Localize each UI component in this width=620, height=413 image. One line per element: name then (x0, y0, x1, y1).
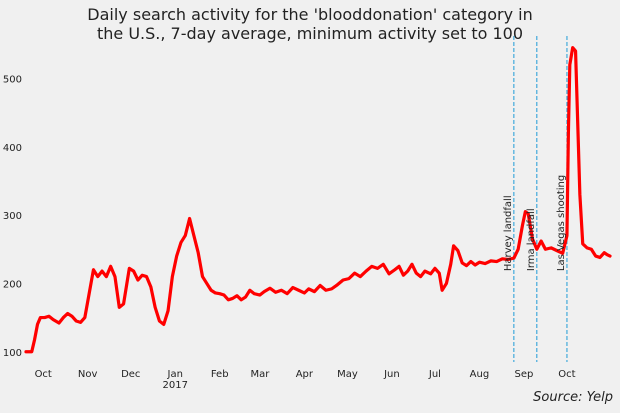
x-tick-label: Jun (383, 369, 400, 380)
x-tick-label: Jul (428, 369, 441, 380)
x-tick-label: Sep (514, 369, 533, 380)
y-tick-label: 300 (3, 211, 22, 222)
event-labels: Harvey landfall Irma landfall Las Vegas sh… (503, 175, 567, 271)
x-tick-label: Mar (250, 369, 270, 380)
y-tick-label: 400 (3, 143, 22, 154)
x-tick-label: May (337, 369, 358, 380)
x-tick-sublabel: 2017 (163, 380, 188, 391)
event-label-2: Las Vegas shooting (556, 175, 567, 271)
x-tick-label: Feb (211, 369, 229, 380)
y-tick-label: 500 (3, 74, 22, 85)
x-tick-label: Nov (78, 369, 98, 380)
y-axis: 100 200 300 400 500 (3, 74, 22, 358)
chart-title-line-1: Daily search activity for the 'blooddona… (87, 5, 532, 24)
x-tick-label: Dec (121, 369, 140, 380)
x-tick-label: Aug (470, 369, 490, 380)
series-line-0 (24, 46, 612, 354)
x-tick-label: Oct (35, 369, 52, 380)
x-tick-label: Jan (167, 369, 183, 380)
source-label: Source: Yelp (533, 390, 613, 405)
chart-title-line-2: the U.S., 7-day average, minimum activit… (97, 24, 523, 43)
y-tick-label: 200 (3, 279, 22, 290)
x-tick-label: Oct (558, 369, 575, 380)
event-label-0: Harvey landfall (503, 195, 514, 271)
x-tick-label: Apr (296, 369, 314, 380)
series-group (24, 46, 612, 354)
y-tick-label: 100 (3, 348, 22, 359)
event-label-1: Irma landfall (526, 208, 537, 271)
